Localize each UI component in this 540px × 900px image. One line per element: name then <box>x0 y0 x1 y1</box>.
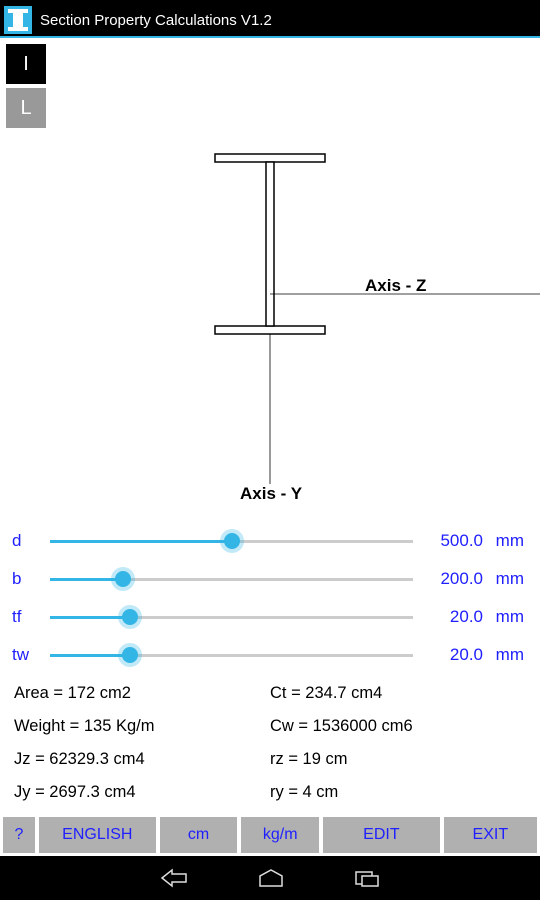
result-rz: rz = 19 cm <box>270 750 526 769</box>
axis-y-label: Axis - Y <box>240 484 302 504</box>
title-bar: Section Property Calculations V1.2 <box>0 4 540 38</box>
result-ct: Ct = 234.7 cm4 <box>270 684 526 703</box>
axis-z-label: Axis - Z <box>365 276 426 296</box>
results-left: Area = 172 cm2 Weight = 135 Kg/m Jz = 62… <box>14 684 270 802</box>
length-unit-button[interactable]: cm <box>160 817 238 853</box>
result-jy: Jy = 2697.3 cm4 <box>14 783 270 802</box>
result-cw: Cw = 1536000 cm6 <box>270 717 526 736</box>
android-nav-bar <box>0 856 540 900</box>
result-jz: Jz = 62329.3 cm4 <box>14 750 270 769</box>
bottom-toolbar: ? ENGLISH cm kg/m EDIT EXIT <box>0 814 540 856</box>
app-title: Section Property Calculations V1.2 <box>40 12 272 29</box>
slider-tf-track[interactable] <box>50 605 413 629</box>
slider-d-track[interactable] <box>50 529 413 553</box>
weight-unit-button[interactable]: kg/m <box>241 817 319 853</box>
tab-i-section[interactable]: I <box>6 44 46 84</box>
app-icon <box>4 6 32 34</box>
recent-apps-icon[interactable] <box>354 868 380 888</box>
slider-b-track[interactable] <box>50 567 413 591</box>
help-button[interactable]: ? <box>3 817 35 853</box>
edit-button[interactable]: EDIT <box>323 817 440 853</box>
slider-tw-track[interactable] <box>50 643 413 667</box>
slider-b: b 200.0 mm <box>12 560 528 598</box>
result-ry: ry = 4 cm <box>270 783 526 802</box>
exit-button[interactable]: EXIT <box>444 817 537 853</box>
slider-tw: tw 20.0 mm <box>12 636 528 674</box>
results-panel: Area = 172 cm2 Weight = 135 Kg/m Jz = 62… <box>0 674 540 808</box>
dimension-sliders: d 500.0 mm b 200.0 mm tf 20.0 mm tw 20.0… <box>0 514 540 674</box>
results-right: Ct = 234.7 cm4 Cw = 1536000 cm6 rz = 19 … <box>270 684 526 802</box>
language-button[interactable]: ENGLISH <box>39 817 156 853</box>
slider-tf: tf 20.0 mm <box>12 598 528 636</box>
back-icon[interactable] <box>160 868 188 888</box>
slider-d: d 500.0 mm <box>12 522 528 560</box>
section-type-tabs: I L <box>0 38 540 134</box>
section-diagram: Axis - Z Axis - Y <box>0 134 540 514</box>
result-weight: Weight = 135 Kg/m <box>14 717 270 736</box>
result-area: Area = 172 cm2 <box>14 684 270 703</box>
tab-l-section[interactable]: L <box>6 88 46 128</box>
home-icon[interactable] <box>258 868 284 888</box>
